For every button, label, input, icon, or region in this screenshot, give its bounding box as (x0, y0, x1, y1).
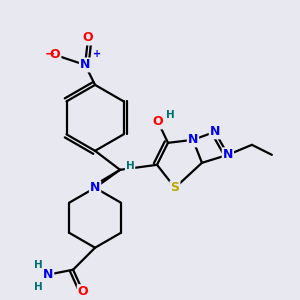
Text: O: O (50, 48, 60, 62)
Text: H: H (34, 260, 43, 270)
Text: O: O (78, 285, 88, 298)
Text: N: N (43, 268, 53, 281)
Text: N: N (90, 181, 100, 194)
Text: O: O (153, 116, 163, 128)
Text: H: H (166, 110, 174, 120)
Text: N: N (80, 58, 90, 71)
Text: +: + (93, 49, 101, 59)
Text: −: − (45, 48, 56, 61)
Text: S: S (170, 181, 179, 194)
Text: N: N (188, 133, 198, 146)
Text: H: H (34, 282, 43, 292)
Text: N: N (210, 125, 220, 138)
Text: N: N (223, 148, 233, 161)
Text: O: O (83, 32, 93, 44)
Text: H: H (126, 161, 134, 171)
